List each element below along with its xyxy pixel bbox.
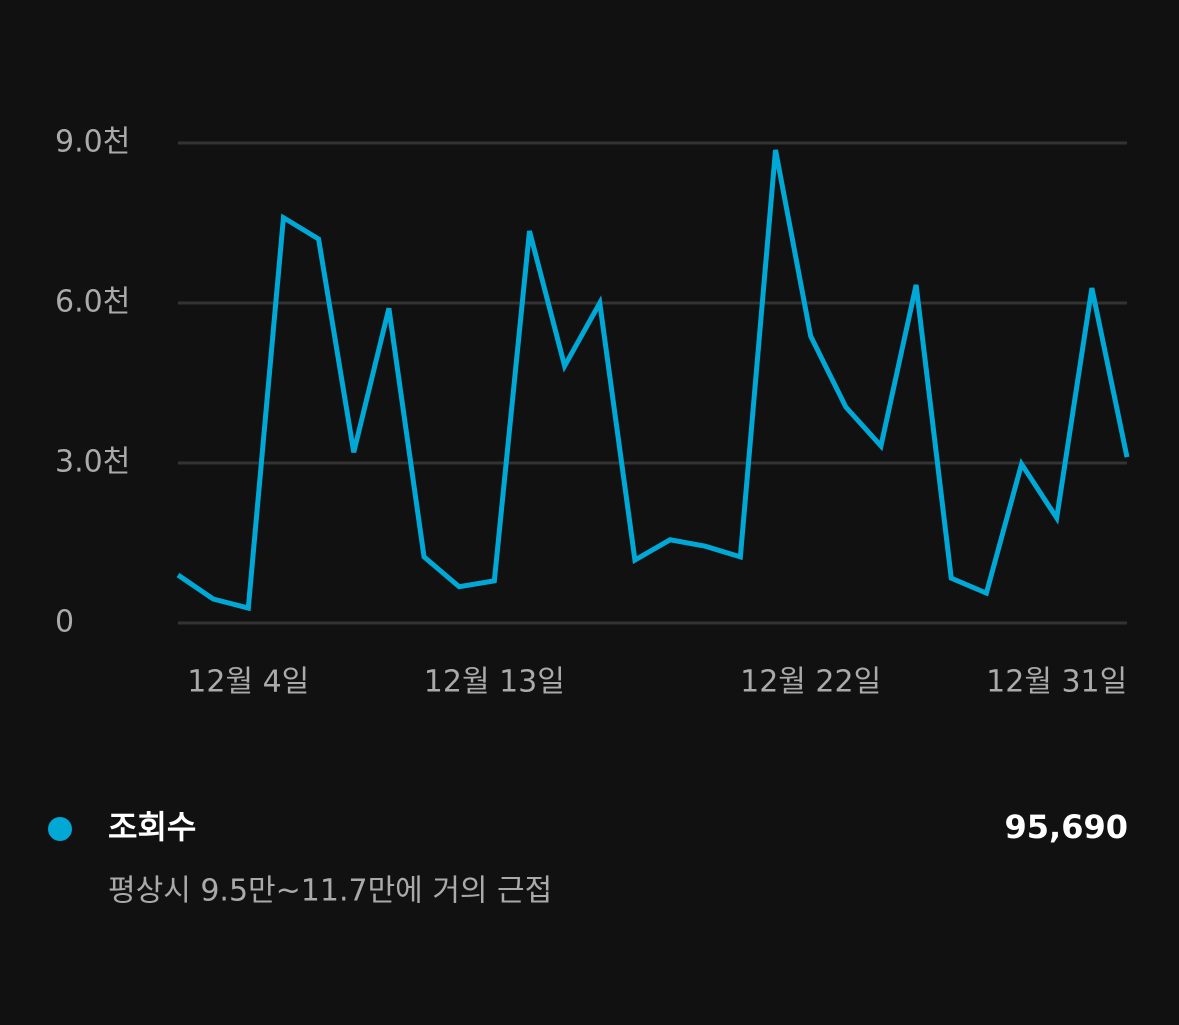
total-value: 95,690 [1005, 808, 1128, 846]
legend-label: 조회수 [108, 808, 196, 846]
line [176, 149, 1130, 612]
y-tick-label: 3.0천 [55, 445, 130, 480]
y-tick-label: 0 [55, 605, 74, 640]
y-tick-label: 6.0천 [55, 285, 130, 320]
y-tick-label: 9.0천 [55, 125, 130, 160]
x-tick-label: 12월 4일 [187, 665, 309, 700]
note: 평상시 9.5만~11.7만에 거의 근접 [108, 874, 552, 909]
x-tick-label: 12월 13일 [424, 665, 565, 700]
x-tick-label: 12월 22일 [740, 665, 881, 700]
legend-marker [48, 817, 72, 841]
x-tick-label: 12월 31일 [986, 665, 1127, 700]
